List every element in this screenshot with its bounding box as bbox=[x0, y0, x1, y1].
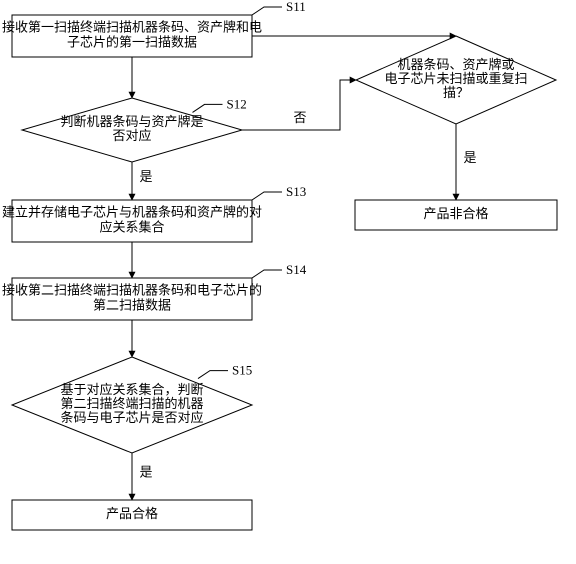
edge-label-s12-s13: 是 bbox=[139, 169, 152, 184]
text-s11-0: 接收第一扫描终端扫描机器条码、资产牌和电 bbox=[2, 19, 262, 34]
edge-label-drep-fail: 是 bbox=[463, 150, 476, 165]
text-s11-1: 子芯片的第一扫描数据 bbox=[67, 34, 197, 49]
leader-s13 bbox=[252, 192, 282, 200]
text-s14-0: 接收第二扫描终端扫描机器条码和电子芯片的 bbox=[2, 282, 262, 297]
text-d_repeat-0: 机器条码、资产牌或 bbox=[397, 57, 514, 72]
step-label-s13: S13 bbox=[286, 184, 306, 199]
step-label-s12: S12 bbox=[227, 96, 247, 111]
text-s13-1: 应关系集合 bbox=[99, 219, 164, 234]
text-d_repeat-1: 电子芯片未扫描或重复扫 bbox=[384, 71, 527, 86]
text-pass-0: 产品合格 bbox=[106, 506, 158, 521]
decision-d_repeat: 机器条码、资产牌或电子芯片未扫描或重复扫描？ bbox=[356, 36, 556, 124]
text-s15-2: 条码与电子芯片是否对应 bbox=[60, 410, 203, 425]
process-pass: 产品合格 bbox=[12, 500, 252, 530]
text-s12-1: 否对应 bbox=[112, 128, 151, 143]
text-s12-0: 判断机器条码与资产牌是 bbox=[60, 114, 203, 129]
leader-s14 bbox=[252, 270, 282, 278]
edge-label-s12-drep: 否 bbox=[293, 110, 306, 125]
leader-s15 bbox=[198, 371, 228, 379]
decision-s15: 基于对应关系集合，判断第二扫描终端扫描的机器条码与电子芯片是否对应 bbox=[12, 357, 252, 453]
step-label-s11: S11 bbox=[286, 0, 306, 14]
text-s15-1: 第二扫描终端扫描的机器 bbox=[60, 396, 203, 411]
step-label-s14: S14 bbox=[286, 262, 307, 277]
decision-s12: 判断机器条码与资产牌是否对应 bbox=[22, 98, 242, 162]
text-s13-0: 建立并存储电子芯片与机器条码和资产牌的对 bbox=[2, 204, 262, 219]
process-s14: 接收第二扫描终端扫描机器条码和电子芯片的第二扫描数据 bbox=[2, 278, 262, 320]
text-fail-0: 产品非合格 bbox=[423, 206, 488, 221]
text-d_repeat-2: 描？ bbox=[443, 85, 469, 100]
process-s11: 接收第一扫描终端扫描机器条码、资产牌和电子芯片的第一扫描数据 bbox=[2, 15, 262, 57]
leader-s12 bbox=[193, 104, 223, 112]
leader-s11 bbox=[252, 7, 282, 15]
process-s13: 建立并存储电子芯片与机器条码和资产牌的对应关系集合 bbox=[2, 200, 262, 242]
text-s14-1: 第二扫描数据 bbox=[93, 297, 171, 312]
edge-label-s15-pass: 是 bbox=[139, 465, 152, 480]
step-label-s15: S15 bbox=[232, 363, 252, 378]
process-fail: 产品非合格 bbox=[355, 200, 557, 230]
text-s15-0: 基于对应关系集合，判断 bbox=[60, 382, 203, 397]
